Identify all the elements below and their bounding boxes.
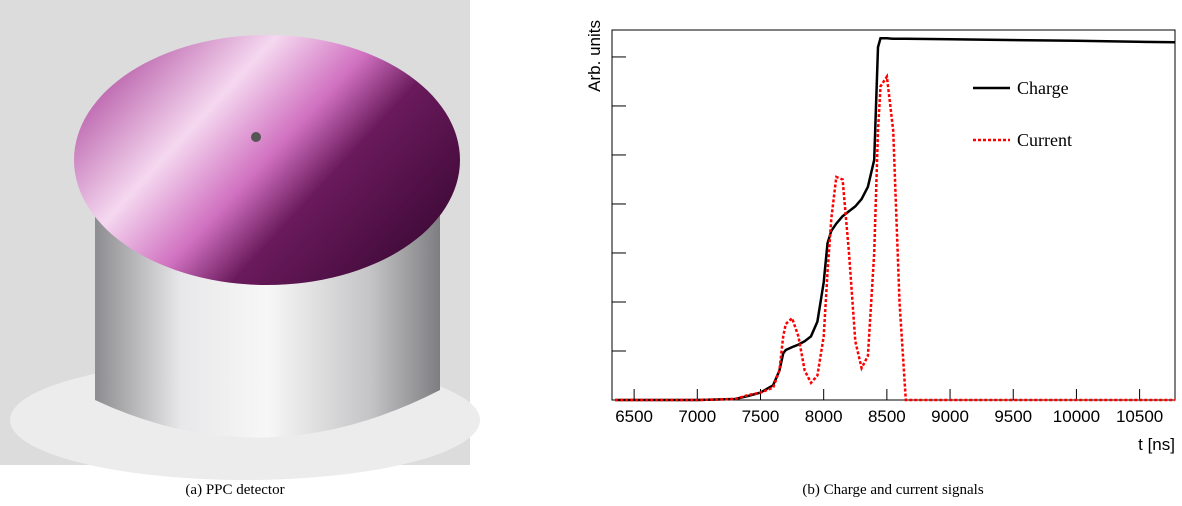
x-tick-label: 8000 <box>805 407 843 426</box>
caption: (a) PPC detector <box>185 482 284 498</box>
x-tick-label: 10500 <box>1116 407 1163 426</box>
y-axis-label: Arb. units <box>585 20 604 92</box>
x-tick-label: 7500 <box>742 407 780 426</box>
x-tick-label: 9500 <box>994 407 1032 426</box>
x-tick-label: 10000 <box>1053 407 1100 426</box>
photo <box>0 0 480 480</box>
caption: (b) Charge and current signals <box>802 482 983 498</box>
detector-top <box>74 35 460 285</box>
x-tick-label: 6500 <box>615 407 653 426</box>
point-contact <box>251 132 261 142</box>
legend-label: Charge <box>1017 78 1069 98</box>
line-series <box>615 73 1175 402</box>
x-axis-label: t [ns] <box>1138 435 1175 454</box>
x-tick-label: 7000 <box>678 407 716 426</box>
x-tick-label: 9000 <box>931 407 969 426</box>
legend-label: Current <box>1017 130 1072 150</box>
line-series <box>615 37 1176 402</box>
x-tick-label: 8500 <box>868 407 906 426</box>
plot-frame <box>611 29 1176 401</box>
